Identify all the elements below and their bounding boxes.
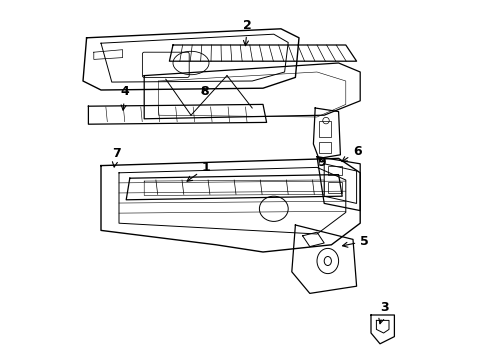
Bar	[319, 142, 331, 153]
Bar	[328, 166, 342, 175]
Text: 9: 9	[317, 156, 326, 168]
Text: 1: 1	[187, 161, 211, 181]
Text: 6: 6	[342, 145, 362, 162]
Bar	[319, 121, 331, 137]
Text: 3: 3	[379, 301, 389, 324]
Bar	[328, 182, 342, 193]
Text: 5: 5	[343, 235, 369, 248]
Text: 8: 8	[200, 85, 209, 98]
Text: 2: 2	[243, 19, 252, 46]
Text: 7: 7	[112, 147, 121, 167]
Text: 4: 4	[121, 85, 129, 110]
